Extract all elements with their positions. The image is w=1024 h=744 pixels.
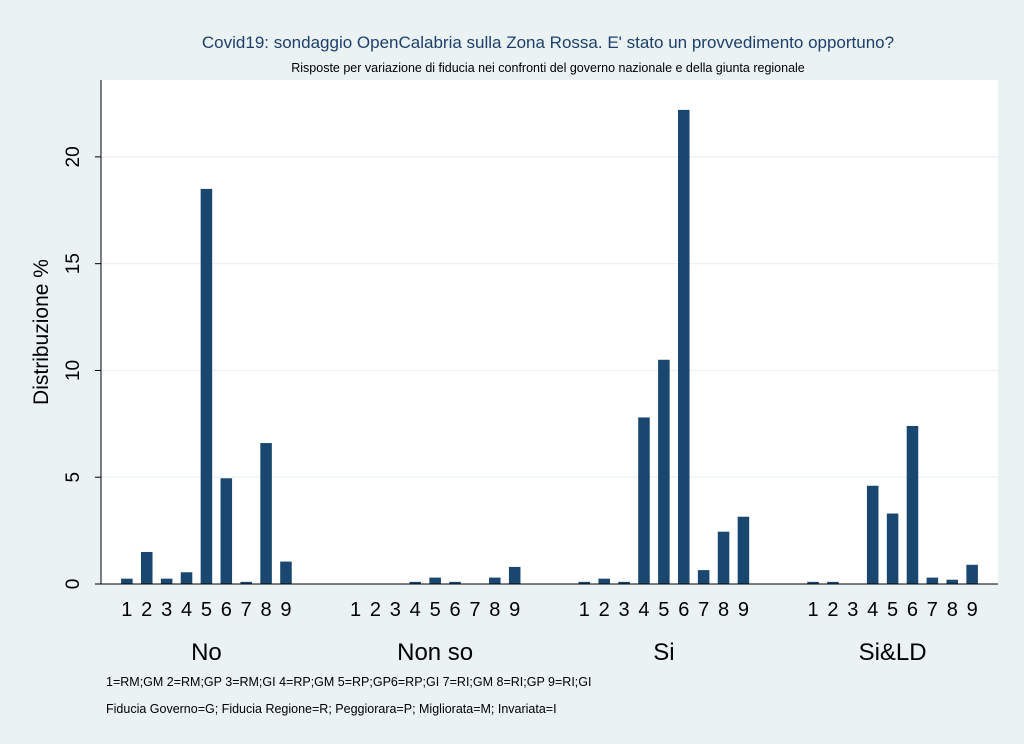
x-tick-label: 7: [698, 599, 709, 621]
bar: [906, 425, 919, 584]
x-tick-label: 4: [638, 599, 649, 621]
bar: [807, 581, 819, 584]
x-tick-label: 6: [221, 599, 232, 621]
x-tick-label: 2: [370, 599, 381, 621]
x-tick-label: 2: [141, 599, 152, 621]
x-tick-label: 1: [121, 599, 132, 621]
y-axis-label: Distribuzione %: [30, 259, 53, 405]
bar: [866, 485, 879, 584]
bar: [658, 359, 670, 584]
group-label: No: [191, 639, 222, 666]
bar: [409, 581, 422, 584]
plot-area: [101, 80, 998, 584]
bar: [697, 570, 710, 584]
y-tick-label: 10: [63, 360, 84, 381]
x-tick-label: 8: [947, 599, 958, 621]
x-tick-label: 3: [390, 599, 401, 621]
bar: [618, 581, 630, 584]
bar: [737, 516, 750, 584]
bar: [598, 578, 610, 584]
bar: [489, 577, 501, 584]
x-tick-label: 6: [449, 599, 460, 621]
x-tick-label: 7: [241, 599, 252, 621]
x-tick-label: 6: [907, 599, 918, 621]
group-label: Non so: [397, 639, 473, 666]
x-tick-label: 1: [579, 599, 590, 621]
bar: [926, 577, 939, 584]
note-legend: Fiducia Governo=G; Fiducia Regione=R; Pe…: [106, 702, 557, 716]
x-tick-label: 3: [161, 599, 172, 621]
bar: [429, 577, 441, 584]
bar: [140, 551, 153, 584]
x-tick-label: 5: [887, 599, 898, 621]
x-tick-label: 1: [807, 599, 818, 621]
bar: [240, 581, 252, 584]
x-tick-label: 1: [350, 599, 361, 621]
x-tick-label: 8: [489, 599, 500, 621]
bar: [160, 578, 173, 584]
x-tick-label: 5: [430, 599, 441, 621]
y-tick-label: 0: [63, 579, 84, 590]
group-label: Si&LD: [859, 639, 927, 666]
group-labels: No Non so Si Si&LD: [191, 639, 927, 666]
y-tick-label: 20: [63, 146, 84, 167]
x-tick-label: 7: [927, 599, 938, 621]
x-tick-label: 4: [181, 599, 192, 621]
bar: [508, 566, 521, 584]
bar: [966, 564, 978, 584]
x-tick-label: 3: [847, 599, 858, 621]
x-tick-label: 2: [599, 599, 610, 621]
bar: [220, 478, 233, 584]
group-label: Si: [653, 639, 674, 666]
y-tick-label: 15: [63, 253, 84, 274]
bar: [121, 578, 133, 584]
bar: [677, 109, 690, 584]
chart-subtitle: Risposte per variazione di fiducia nei c…: [291, 61, 805, 75]
bar: [578, 581, 591, 584]
bar: [717, 531, 730, 584]
x-tick-label: 5: [658, 599, 669, 621]
bar: [638, 417, 650, 584]
x-tick-label: 6: [678, 599, 689, 621]
bar: [827, 581, 839, 584]
bar: [180, 572, 193, 584]
x-tick-label: 9: [509, 599, 520, 621]
x-tick-label: 7: [469, 599, 480, 621]
x-tick-label: 9: [280, 599, 291, 621]
bar: [200, 188, 213, 584]
bars: [121, 109, 978, 584]
bar: [946, 579, 959, 584]
bar: [449, 581, 461, 584]
bar: [260, 443, 272, 584]
x-tick-label: 4: [867, 599, 878, 621]
bar: [886, 513, 899, 584]
x-tick-label: 9: [738, 599, 749, 621]
x-tick-label: 8: [261, 599, 272, 621]
y-ticks: 0 5 10 15 20: [63, 146, 101, 589]
x-tick-label: 5: [201, 599, 212, 621]
y-tick-label: 5: [63, 472, 84, 483]
chart-title: Covid19: sondaggio OpenCalabria sulla Zo…: [202, 33, 894, 52]
gridlines: [101, 156, 998, 478]
x-tick-label: 2: [827, 599, 838, 621]
note-codes: 1=RM;GM 2=RM;GP 3=RM;GI 4=RP;GM 5=RP;GP6…: [106, 675, 591, 689]
x-tick-label: 8: [718, 599, 729, 621]
x-tick-label: 3: [619, 599, 630, 621]
x-tick-label: 4: [410, 599, 421, 621]
x-tick-label: 9: [967, 599, 978, 621]
bar: [280, 561, 292, 584]
